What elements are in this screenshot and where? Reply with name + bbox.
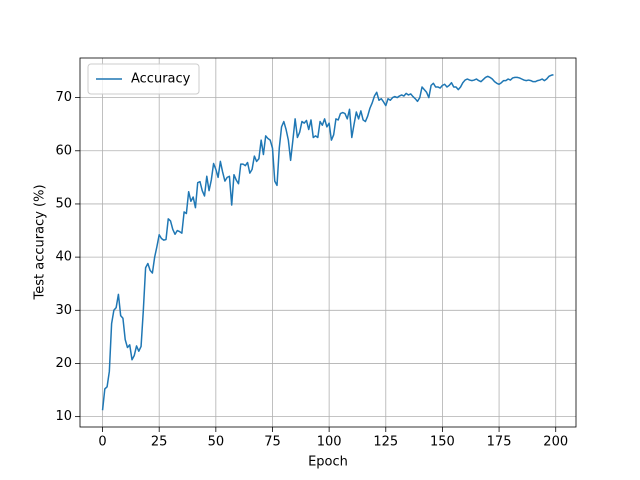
x-tick-label: 75 [264, 435, 281, 450]
plot-area [80, 58, 576, 427]
y-tick-label: 50 [55, 196, 72, 211]
legend-box [87, 63, 200, 95]
x-tick-label: 200 [543, 435, 568, 450]
y-axis-label: Test accuracy (%) [33, 184, 48, 300]
x-tick-label: 0 [98, 435, 106, 450]
x-tick-label: 175 [487, 435, 512, 450]
axes-frame [79, 57, 577, 428]
line-series [101, 74, 554, 411]
y-tick-label: 40 [55, 250, 72, 265]
y-tick-label: 10 [55, 409, 72, 424]
x-tick-label: 50 [208, 435, 225, 450]
x-tick-label: 125 [373, 435, 398, 450]
y-tick-label: 70 [55, 90, 72, 105]
x-tick-label: 150 [430, 435, 455, 450]
y-tick-label: 20 [55, 356, 72, 371]
y-tick-label: 60 [55, 143, 72, 158]
legend-label: Accuracy [131, 72, 191, 87]
x-tick-label: 100 [317, 435, 342, 450]
x-axis-label: Epoch [308, 455, 348, 470]
y-tick-label: 30 [55, 303, 72, 318]
x-tick-label: 25 [151, 435, 168, 450]
